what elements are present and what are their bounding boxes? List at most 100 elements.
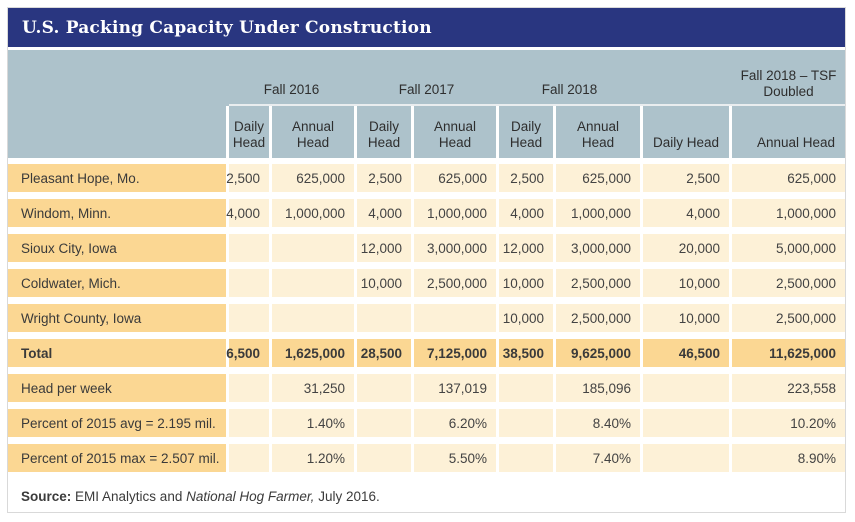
table-cell: 5,000,000 <box>732 234 845 262</box>
table-cell <box>643 444 729 472</box>
table-cell: 1,000,000 <box>556 199 640 227</box>
col-header-annual-head-2: Annual Head <box>414 106 496 158</box>
table-cell: 10,000 <box>357 269 411 297</box>
row-label: Percent of 2015 max = 2.507 mil. <box>8 444 226 472</box>
table-cell: 10,000 <box>499 269 553 297</box>
row-label: Sioux City, Iowa <box>8 234 226 262</box>
table-cell: 12,000 <box>499 234 553 262</box>
table-row-windom: Windom, Minn. 4,000 1,000,000 4,000 1,00… <box>8 199 845 227</box>
table-cell: 3,000,000 <box>414 234 496 262</box>
table-cell <box>229 374 269 402</box>
table-cell: 3,000,000 <box>556 234 640 262</box>
column-group-fall-2016: Fall 2016 <box>263 82 320 97</box>
table-cell: 185,096 <box>556 374 640 402</box>
table-cell <box>229 234 269 262</box>
packing-capacity-table-card: U.S. Packing Capacity Under Construction… <box>7 7 846 513</box>
table-cell <box>229 444 269 472</box>
table-cell: 625,000 <box>414 164 496 192</box>
table-cell: 1,000,000 <box>732 199 845 227</box>
table-cell: 4,000 <box>226 199 269 227</box>
table-cell: 2,500,000 <box>732 304 845 332</box>
table-cell: 6,500 <box>226 339 269 367</box>
row-label: Head per week <box>8 374 226 402</box>
table-cell <box>357 304 411 332</box>
row-label: Pleasant Hope, Mo. <box>8 164 226 192</box>
table-cell: 5.50% <box>414 444 496 472</box>
table-cell: 10.20% <box>732 409 845 437</box>
row-label: Wright County, Iowa <box>8 304 226 332</box>
table-cell: 2,500,000 <box>732 269 845 297</box>
table-row-head-per-week: Head per week 31,250 137,019 185,096 223… <box>8 374 845 402</box>
row-label-column-spacer <box>8 106 226 158</box>
table-cell: 46,500 <box>643 339 729 367</box>
table-cell <box>272 234 354 262</box>
table-cell: 31,250 <box>272 374 354 402</box>
source-publication: National Hog Farmer, <box>186 489 315 504</box>
col-header-annual-head-3: Annual Head <box>556 106 640 158</box>
column-header-row: Daily Head Annual Head Daily Head Annual Hea… <box>8 106 845 158</box>
table-body: Pleasant Hope, Mo. 2,500 625,000 2,500 6… <box>8 158 845 472</box>
row-label: Percent of 2015 avg = 2.195 mil. <box>8 409 226 437</box>
table-cell: 6.20% <box>414 409 496 437</box>
table-cell: 11,625,000 <box>732 339 845 367</box>
table-cell: 28,500 <box>357 339 411 367</box>
table-title: U.S. Packing Capacity Under Construction <box>22 17 432 38</box>
row-label: Windom, Minn. <box>8 199 226 227</box>
table-cell: 8.40% <box>556 409 640 437</box>
table-cell: 2,500 <box>499 164 553 192</box>
source-note: Source: EMI Analytics and National Hog F… <box>8 472 845 504</box>
table-cell: 9,625,000 <box>556 339 640 367</box>
table-cell: 2,500,000 <box>556 269 640 297</box>
table-cell <box>229 409 269 437</box>
table-row-percent-2015-avg: Percent of 2015 avg = 2.195 mil. 1.40% 6… <box>8 409 845 437</box>
table-cell: 7,125,000 <box>414 339 496 367</box>
table-cell: 2,500 <box>357 164 411 192</box>
column-group-row: Fall 2016 Fall 2017 Fall 2018 Fall 2018 … <box>8 50 845 104</box>
table-cell: 1,000,000 <box>272 199 354 227</box>
table-cell <box>357 409 411 437</box>
table-cell: 223,558 <box>732 374 845 402</box>
table-cell <box>643 409 729 437</box>
table-cell: 7.40% <box>556 444 640 472</box>
table-cell: 2,500 <box>226 164 269 192</box>
title-divider <box>8 47 845 50</box>
col-header-annual-head-1: Annual Head <box>272 106 354 158</box>
column-group-fall-2018: Fall 2018 <box>541 82 598 97</box>
table-cell <box>357 374 411 402</box>
table-cell <box>272 304 354 332</box>
table-cell: 8.90% <box>732 444 845 472</box>
table-cell <box>499 444 553 472</box>
table-cell <box>643 374 729 402</box>
table-cell: 2,500,000 <box>556 304 640 332</box>
column-group-fall-2018-tsf-doubled: Fall 2018 – TSF Doubled <box>740 68 837 99</box>
col-header-annual-head-4: Annual Head <box>732 106 845 158</box>
table-cell: 1,625,000 <box>272 339 354 367</box>
header-rule <box>8 104 845 106</box>
col-header-daily-head-3: Daily Head <box>499 106 553 158</box>
table-cell: 1.40% <box>272 409 354 437</box>
table-cell: 12,000 <box>357 234 411 262</box>
table-row-percent-2015-max: Percent of 2015 max = 2.507 mil. 1.20% 5… <box>8 444 845 472</box>
table-row-pleasant-hope: Pleasant Hope, Mo. 2,500 625,000 2,500 6… <box>8 164 845 192</box>
table-row-coldwater: Coldwater, Mich. 10,000 2,500,000 10,000… <box>8 269 845 297</box>
col-header-daily-head-4: Daily Head <box>643 106 729 158</box>
table-row-sioux-city: Sioux City, Iowa 12,000 3,000,000 12,000… <box>8 234 845 262</box>
source-label: Source: <box>21 489 72 504</box>
table-cell: 625,000 <box>732 164 845 192</box>
table-cell: 4,000 <box>357 199 411 227</box>
table-cell <box>272 269 354 297</box>
table-cell <box>229 269 269 297</box>
table-cell <box>499 409 553 437</box>
table-cell <box>414 304 496 332</box>
table-header: Fall 2016 Fall 2017 Fall 2018 Fall 2018 … <box>8 50 845 158</box>
table-cell <box>229 304 269 332</box>
col-header-daily-head-1: Daily Head <box>229 106 269 158</box>
table-row-wright-county: Wright County, Iowa 10,000 2,500,000 10,… <box>8 304 845 332</box>
source-text-1: EMI Analytics and <box>75 489 183 504</box>
table-cell: 4,000 <box>643 199 729 227</box>
table-cell: 625,000 <box>556 164 640 192</box>
row-label: Coldwater, Mich. <box>8 269 226 297</box>
source-text-2: July 2016. <box>318 489 380 504</box>
table-cell: 10,000 <box>643 304 729 332</box>
table-title-bar: U.S. Packing Capacity Under Construction <box>8 8 845 47</box>
